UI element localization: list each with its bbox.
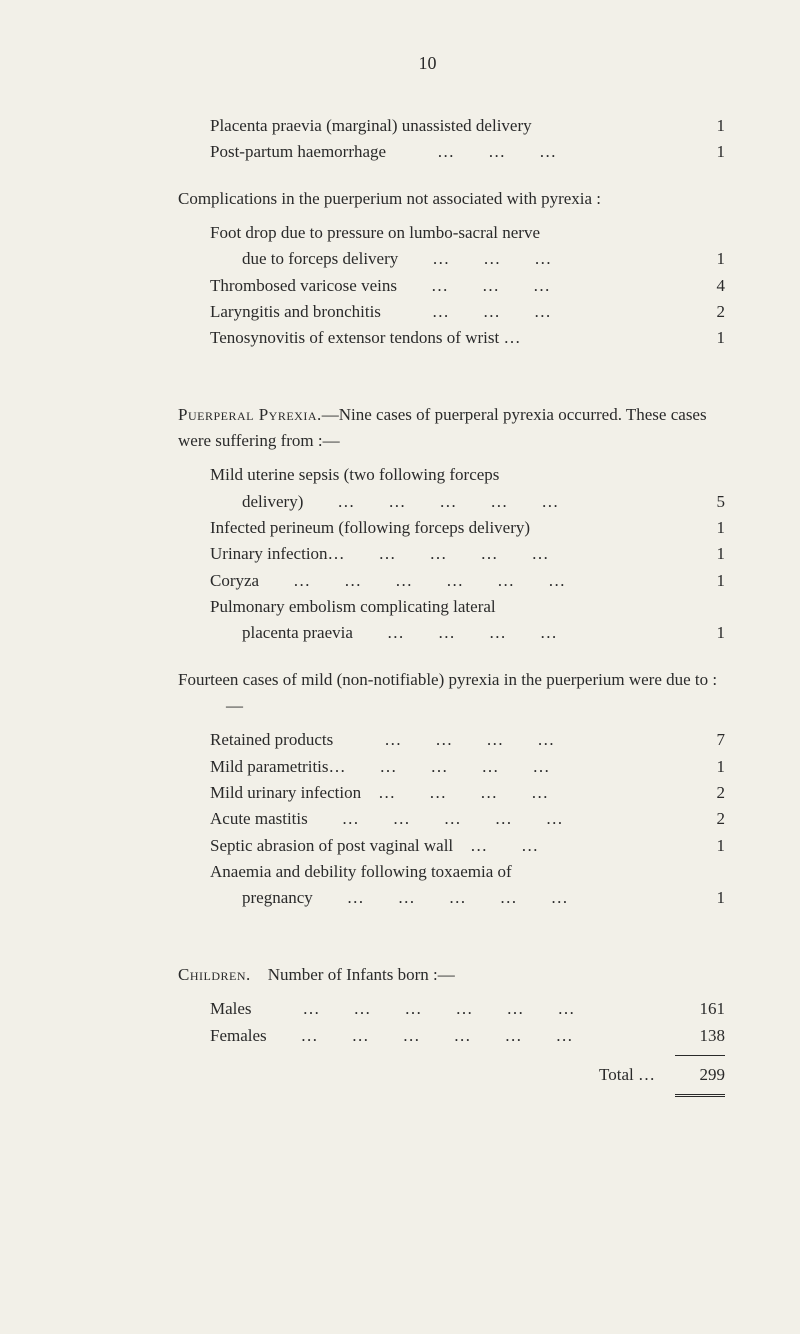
item-value: 138 bbox=[675, 1023, 725, 1049]
item-value: 1 bbox=[675, 139, 725, 165]
item-text: Coryza … … … … … … bbox=[210, 568, 675, 594]
total-value: 299 bbox=[675, 1062, 725, 1088]
list-item: Mild uterine sepsis (two following force… bbox=[130, 462, 725, 488]
rule-line bbox=[675, 1055, 725, 1056]
item-value: 161 bbox=[675, 996, 725, 1022]
section-5-rest: Number of Infants born :— bbox=[251, 965, 455, 984]
item-text: Tenosynovitis of extensor tendons of wri… bbox=[210, 325, 675, 351]
item-text: Acute mastitis … … … … … bbox=[210, 806, 675, 832]
item-value: 1 bbox=[675, 620, 725, 646]
list-item: placenta praevia … … … … 1 bbox=[130, 620, 725, 646]
item-text: Males … … … … … … bbox=[210, 996, 675, 1022]
list-item: Acute mastitis … … … … … 2 bbox=[130, 806, 725, 832]
section-2-intro: Complications in the puerperium not asso… bbox=[130, 186, 725, 212]
section-3-caps: Puerperal Pyrexia. bbox=[178, 405, 322, 424]
item-text: due to forceps delivery … … … bbox=[242, 246, 675, 272]
double-rule-line bbox=[675, 1094, 725, 1097]
item-value: 2 bbox=[675, 299, 725, 325]
list-item: Urinary infection… … … … … 1 bbox=[130, 541, 725, 567]
item-text: Urinary infection… … … … … bbox=[210, 541, 675, 567]
item-value: 4 bbox=[675, 273, 725, 299]
item-text: Mild parametritis… … … … … bbox=[210, 754, 675, 780]
item-value: 1 bbox=[675, 833, 725, 859]
item-text: Septic abrasion of post vaginal wall … … bbox=[210, 833, 675, 859]
item-text: pregnancy … … … … … bbox=[242, 885, 675, 911]
section-4-intro: Fourteen cases of mild (non-notifiable) … bbox=[178, 667, 725, 720]
item-value: 1 bbox=[675, 754, 725, 780]
item-text: Thrombosed varicose veins … … … bbox=[210, 273, 675, 299]
total-label: Total … bbox=[599, 1062, 655, 1088]
total-row: Total … 299 bbox=[130, 1062, 725, 1088]
item-value: 2 bbox=[675, 806, 725, 832]
list-item: Mild urinary infection … … … … 2 bbox=[130, 780, 725, 806]
item-text: Mild uterine sepsis (two following force… bbox=[210, 462, 675, 488]
section-4-list: Retained products … … … … 7 Mild paramet… bbox=[130, 727, 725, 911]
section-4-intro-text: Fourteen cases of mild (non-notifiable) … bbox=[178, 670, 717, 715]
list-item: Septic abrasion of post vaginal wall … …… bbox=[130, 833, 725, 859]
list-item: Tenosynovitis of extensor tendons of wri… bbox=[130, 325, 725, 351]
list-item: pregnancy … … … … … 1 bbox=[130, 885, 725, 911]
item-value: 2 bbox=[675, 780, 725, 806]
section-2-subhead: Foot drop due to pressure on lumbo-sacra… bbox=[130, 220, 725, 246]
list-item: Laryngitis and bronchitis … … … 2 bbox=[130, 299, 725, 325]
item-text: delivery) … … … … … bbox=[242, 489, 675, 515]
item-text: Pulmonary embolism complicating lateral bbox=[210, 594, 675, 620]
item-value: 1 bbox=[675, 325, 725, 351]
section-5-list: Males … … … … … … 161 Females … … … … … … bbox=[130, 996, 725, 1049]
item-value: 5 bbox=[675, 489, 725, 515]
item-text: Laryngitis and bronchitis … … … bbox=[210, 299, 675, 325]
section-3-intro: Puerperal Pyrexia.—Nine cases of puerper… bbox=[130, 402, 725, 455]
item-value: 1 bbox=[675, 515, 725, 541]
item-value: 1 bbox=[675, 541, 725, 567]
item-text: placenta praevia … … … … bbox=[242, 620, 675, 646]
list-item: Coryza … … … … … … 1 bbox=[130, 568, 725, 594]
list-item: Retained products … … … … 7 bbox=[130, 727, 725, 753]
list-item: Mild parametritis… … … … … 1 bbox=[130, 754, 725, 780]
item-text: Anaemia and debility following toxaemia … bbox=[210, 859, 675, 885]
list-item: Males … … … … … … 161 bbox=[130, 996, 725, 1022]
section-5-intro: Children. Number of Infants born :— bbox=[130, 962, 725, 988]
list-item: Placenta praevia (marginal) unassisted d… bbox=[130, 113, 725, 139]
item-text: Post-partum haemorrhage … … … bbox=[210, 139, 675, 165]
list-item: due to forceps delivery … … … 1 bbox=[130, 246, 725, 272]
list-item: delivery) … … … … … 5 bbox=[130, 489, 725, 515]
section-1: Placenta praevia (marginal) unassisted d… bbox=[130, 113, 725, 166]
item-value: 1 bbox=[675, 568, 725, 594]
list-item: Females … … … … … … 138 bbox=[130, 1023, 725, 1049]
page-number: 10 bbox=[130, 50, 725, 78]
list-item: Infected perineum (following forceps del… bbox=[130, 515, 725, 541]
list-item: Thrombosed varicose veins … … … 4 bbox=[130, 273, 725, 299]
item-value: 1 bbox=[675, 113, 725, 139]
item-value: 1 bbox=[675, 246, 725, 272]
item-text: Retained products … … … … bbox=[210, 727, 675, 753]
item-text: Females … … … … … … bbox=[210, 1023, 675, 1049]
item-text: Infected perineum (following forceps del… bbox=[210, 515, 675, 541]
item-text: Mild urinary infection … … … … bbox=[210, 780, 675, 806]
list-item: Pulmonary embolism complicating lateral bbox=[130, 594, 725, 620]
list-item: Anaemia and debility following toxaemia … bbox=[130, 859, 725, 885]
item-value: 1 bbox=[675, 885, 725, 911]
item-value: 7 bbox=[675, 727, 725, 753]
list-item: Post-partum haemorrhage … … … 1 bbox=[130, 139, 725, 165]
section-3-list: Mild uterine sepsis (two following force… bbox=[130, 462, 725, 646]
section-5-caps: Children. bbox=[178, 965, 251, 984]
item-text: Placenta praevia (marginal) unassisted d… bbox=[210, 113, 675, 139]
section-2-list: due to forceps delivery … … … 1 Thrombos… bbox=[130, 246, 725, 351]
